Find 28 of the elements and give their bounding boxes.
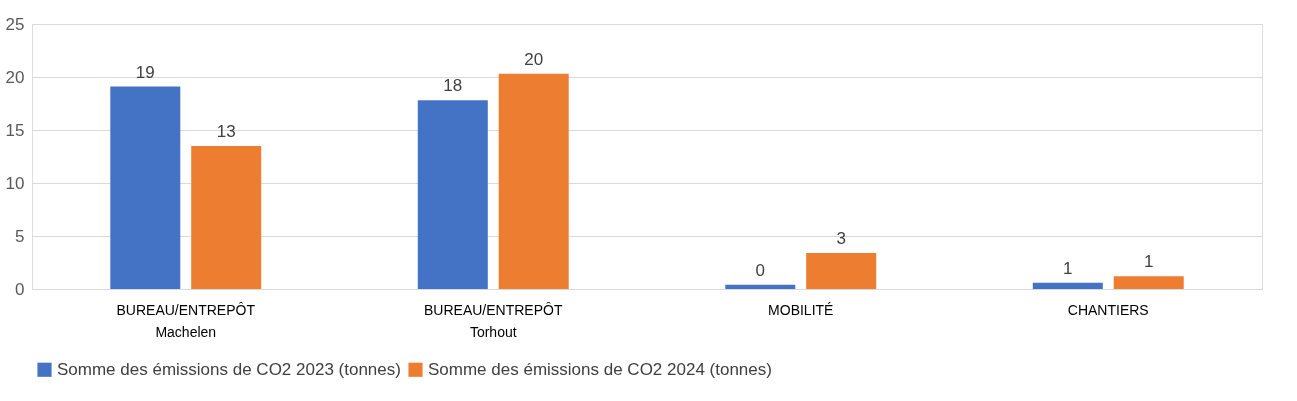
bar: [417, 100, 488, 289]
bar: [806, 252, 877, 289]
y-tick-label: 25: [5, 14, 25, 34]
bar: [1113, 276, 1184, 289]
data-label: 20: [524, 49, 544, 69]
y-tick-label: 20: [5, 67, 25, 87]
bar: [191, 145, 262, 289]
bar: [498, 73, 569, 289]
legend-label: Somme des émissions de CO2 2024 (tonnes): [428, 359, 772, 379]
y-tick-label: 0: [15, 279, 25, 299]
x-tick-label: CHANTIERS: [1067, 301, 1149, 318]
data-label: 1: [1143, 252, 1154, 272]
bar: [110, 86, 181, 289]
legend-label: Somme des émissions de CO2 2023 (tonnes): [57, 359, 401, 379]
x-tick-label: BUREAU/ENTREPÔT Torhout: [424, 301, 563, 340]
data-label: 19: [135, 62, 155, 82]
data-label: 1: [1063, 258, 1073, 278]
bar: [1032, 282, 1103, 289]
data-label: 18: [443, 76, 463, 96]
data-label: 13: [216, 121, 236, 141]
bar: [725, 284, 796, 289]
x-tick-label: MOBILITÉ: [768, 301, 834, 318]
y-tick-label: 10: [5, 173, 25, 193]
x-tick-label: BUREAU/ENTREPÔT Machelen: [116, 301, 256, 340]
y-tick-label: 15: [5, 120, 25, 140]
data-label: 3: [836, 228, 846, 248]
y-tick-label: 5: [15, 226, 25, 246]
data-label: 0: [755, 260, 766, 280]
